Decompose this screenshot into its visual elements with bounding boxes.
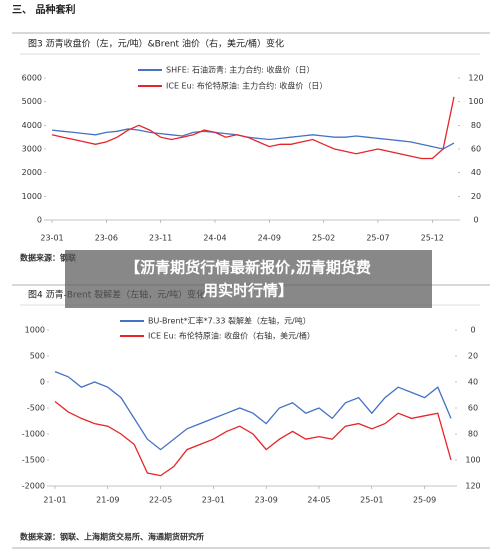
x-tick-label: 24-05	[307, 496, 330, 505]
x-tick-label: 21-09	[96, 496, 119, 505]
y-tick-label: -500	[27, 404, 45, 413]
series-line	[54, 400, 452, 477]
y2-tick-label: 40	[471, 168, 481, 177]
y2-tick-label: 80	[468, 430, 478, 439]
y2-tick-label: 100	[465, 456, 480, 465]
legend-label: ICE Eu: 布伦特原油: 收盘价（右轴，美元/桶）	[148, 331, 315, 341]
y2-tick-label: 60	[468, 404, 478, 413]
x-tick-label: 25-01	[360, 496, 383, 505]
y-tick-label: 0	[40, 378, 45, 387]
y2-tick-label: 20	[471, 192, 481, 201]
legend-label: SHFE: 石油沥青: 主力合约: 收盘价（日）	[166, 65, 314, 75]
y2-tick-label: 20	[468, 352, 478, 361]
x-tick-label: 24-09	[258, 234, 281, 243]
legend-label: ICE Eu: 布伦特原油: 主力合约: 收盘价（日）	[166, 81, 327, 91]
y-tick-label: 3000	[22, 145, 42, 154]
x-tick-label: 21-01	[43, 496, 66, 505]
banner-bg	[65, 250, 432, 308]
source: 数据来源：钢联	[20, 253, 76, 263]
source: 数据来源：钢联、上海期货交易所、海通期货研究所	[20, 532, 204, 542]
x-tick-label: 23-06	[95, 234, 118, 243]
y-tick-label: 4000	[22, 121, 42, 130]
x-tick-label: 25-12	[421, 234, 444, 243]
series-line	[51, 96, 455, 160]
x-tick-label: 23-01	[40, 234, 63, 243]
x-tick-label: 25-02	[312, 234, 335, 243]
x-tick-label: 25-09	[413, 496, 436, 505]
chart-title: 图3 沥青收盘价（左，元/吨）&Brent 油价（右，美元/桶）变化	[28, 38, 284, 50]
y2-tick-label: 0	[473, 216, 478, 225]
y2-tick-label: 100	[468, 97, 483, 106]
banner-text: 用实时行情】	[203, 282, 293, 300]
y-tick-label: 0	[37, 216, 42, 225]
y2-tick-label: 120	[468, 74, 483, 83]
y-tick-label: 1000	[22, 192, 42, 201]
y2-tick-label: 0	[470, 326, 475, 335]
y2-tick-label: 120	[465, 482, 480, 491]
x-tick-label: 25-07	[366, 234, 389, 243]
y2-tick-label: 60	[471, 145, 481, 154]
series-line	[51, 128, 455, 150]
banner-text: 【沥青期货行情最新报价,沥青期货费	[125, 259, 371, 277]
section-title: 三、 品种套利	[12, 3, 75, 16]
x-tick-label: 23-09	[255, 496, 278, 505]
x-tick-label: 23-11	[149, 234, 172, 243]
y-tick-label: -1500	[22, 456, 45, 465]
y-tick-label: 1000	[25, 326, 45, 335]
x-tick-label: 23-01	[202, 496, 225, 505]
y2-tick-label: 80	[471, 121, 481, 130]
y-tick-label: -1000	[22, 430, 45, 439]
y-tick-label: -2000	[22, 482, 45, 491]
legend-label: BU-Brent*汇率*7.33 裂解差（左轴，元/吨）	[148, 316, 311, 326]
charts: 图3 沥青收盘价（左，元/吨）&Brent 油价（右，美元/桶）变化数据来源：钢…	[20, 38, 484, 542]
x-tick-label: 24-04	[203, 234, 226, 243]
y-tick-label: 6000	[22, 74, 42, 83]
y2-tick-label: 40	[468, 378, 478, 387]
x-tick-label: 22-05	[149, 496, 172, 505]
y-tick-label: 5000	[22, 97, 42, 106]
y-tick-label: 2000	[22, 168, 42, 177]
series-line	[54, 370, 452, 451]
y-tick-label: 500	[30, 352, 45, 361]
